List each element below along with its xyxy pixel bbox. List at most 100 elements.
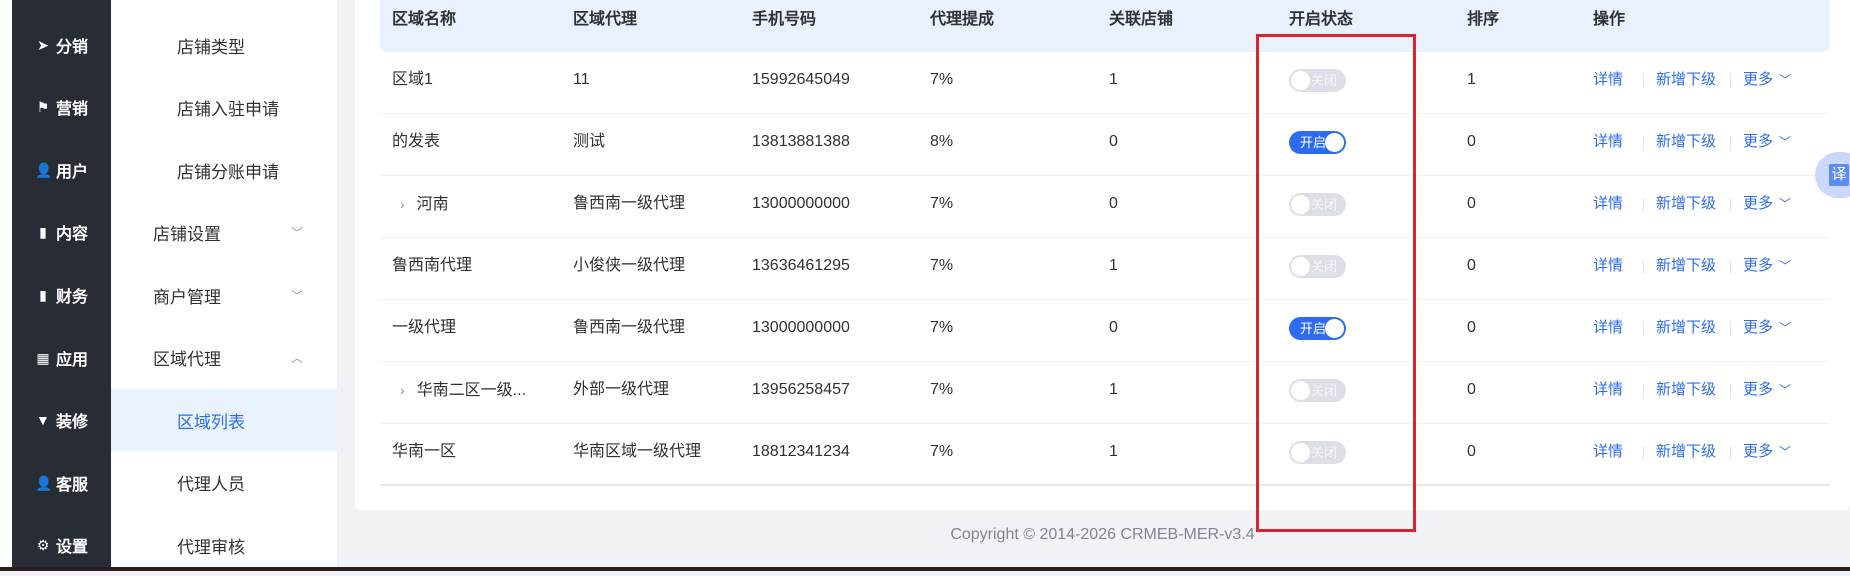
more-dropdown[interactable]: 更多 ﹀ <box>1743 114 1791 170</box>
status-toggle[interactable]: 关闭 <box>1289 193 1346 216</box>
cell-commission-text: 7% <box>930 443 954 460</box>
highlight-box-status-column <box>1256 34 1416 532</box>
sidebar-item-6[interactable]: ▼ 装修 <box>12 400 111 440</box>
add-child-link[interactable]: 新增下级 <box>1656 133 1717 150</box>
more-dropdown[interactable]: 更多 ﹀ <box>1743 52 1791 108</box>
chevron-down-icon: ﹀ <box>290 226 303 240</box>
sidebar-item-label: 用户 <box>55 164 88 181</box>
action-divider <box>1730 446 1731 460</box>
taskbar-edge <box>0 567 1850 571</box>
add-child-link[interactable]: 新增下级 <box>1656 319 1717 336</box>
chevron-down-icon: ﹀ <box>1779 197 1792 211</box>
cell-commission-text: 7% <box>930 71 954 88</box>
add-child-link[interactable]: 新增下级 <box>1656 257 1717 274</box>
translate-button[interactable]: 译 <box>1815 152 1850 198</box>
cell-commission: 7% <box>930 52 953 114</box>
add-child-link[interactable]: 新增下级 <box>1656 71 1717 88</box>
submenu-item-label: 店铺分账申请 <box>177 162 279 182</box>
detail-link[interactable]: 详情 <box>1593 133 1624 150</box>
main-sidebar: ➤ 分销 ⚑ 营销 👤 用户 ▮ 内容 ▮ 财务 ▦ 应用 ▼ 装修 👤 客服 ⚙ 设置 <box>12 0 111 571</box>
cell-phone: 13000000000 <box>752 176 850 238</box>
cell-stores: 0 <box>1109 176 1118 238</box>
expand-row-icon[interactable]: › <box>400 196 405 212</box>
cell-name: 一级代理 <box>392 300 456 362</box>
status-toggle-label: 关闭 <box>1311 197 1338 212</box>
cell-agent: 鲁西南一级代理 <box>573 176 685 238</box>
submenu-item-7[interactable]: 代理人员 <box>111 452 337 514</box>
sidebar-item-0[interactable]: ➤ 分销 <box>12 25 111 65</box>
cell-phone: 13636461295 <box>752 238 850 300</box>
sub-menu: 店铺类型 店铺入驻申请店铺分账申请店铺设置 ﹀ 商户管理 ﹀ 区域代理 ︿ 区域列表 代理人员代… <box>111 0 337 571</box>
more-dropdown[interactable]: 更多 ﹀ <box>1743 176 1791 232</box>
sidebar-item-4[interactable]: ▮ 财务 <box>12 275 111 315</box>
cell-name-text: 区域1 <box>392 71 433 88</box>
submenu-item-6[interactable]: 区域列表 <box>111 389 337 451</box>
status-toggle-label: 开启 <box>1300 321 1327 336</box>
detail-link[interactable]: 详情 <box>1593 195 1624 212</box>
cell-phone: 18812341234 <box>752 424 850 486</box>
table-card: 区域名称 区域代理 手机号码 代理提成 关联店铺 开启状态 排序 操作 区域1 11 159926… <box>355 0 1850 510</box>
submenu-item-8[interactable]: 代理审核 <box>111 514 337 576</box>
submenu-item-label: 代理审核 <box>177 537 245 557</box>
gear-icon: ⚙ <box>36 536 50 553</box>
more-label: 更多 <box>1743 133 1774 150</box>
action-divider <box>1643 74 1644 88</box>
chevron-down-icon: ﹀ <box>1779 445 1792 459</box>
detail-link[interactable]: 详情 <box>1593 381 1624 398</box>
submenu-item-1[interactable]: 店铺入驻申请 <box>111 77 337 139</box>
cell-phone: 13000000000 <box>752 300 850 362</box>
detail-link[interactable]: 详情 <box>1593 257 1624 274</box>
sidebar-item-8[interactable]: ⚙ 设置 <box>12 525 111 565</box>
cell-sort: 0 <box>1467 195 1476 212</box>
submenu-item-2[interactable]: 店铺分账申请 <box>111 139 337 201</box>
more-dropdown[interactable]: 更多 ﹀ <box>1743 362 1791 418</box>
more-dropdown[interactable]: 更多 ﹀ <box>1743 300 1791 356</box>
table-row: 华南一区 华南区域一级代理 18812341234 7% 1 关闭 0 详情 新增下级 更多 ﹀ <box>380 424 1830 486</box>
cell-phone-text: 13813881388 <box>752 133 850 150</box>
cell-phone-text: 13956258457 <box>752 381 850 398</box>
action-divider <box>1643 446 1644 460</box>
cell-commission: 7% <box>930 238 953 300</box>
status-toggle[interactable]: 关闭 <box>1289 255 1346 278</box>
bar-chart-icon: ▮ <box>39 286 47 303</box>
detail-link[interactable]: 详情 <box>1593 319 1624 336</box>
sidebar-item-7[interactable]: 👤 客服 <box>12 463 111 503</box>
more-label: 更多 <box>1743 319 1774 336</box>
action-divider <box>1643 260 1644 274</box>
cell-name-text: 鲁西南代理 <box>392 257 473 274</box>
toggle-knob <box>1291 71 1310 90</box>
status-toggle[interactable]: 关闭 <box>1289 441 1346 464</box>
cell-phone-text: 18812341234 <box>752 443 850 460</box>
add-child-link[interactable]: 新增下级 <box>1656 443 1717 460</box>
cell-sort: 0 <box>1467 443 1476 460</box>
submenu-item-4[interactable]: 商户管理 ﹀ <box>111 264 337 326</box>
submenu-item-0[interactable]: 店铺类型 <box>111 14 337 76</box>
sidebar-item-5[interactable]: ▦ 应用 <box>12 338 111 378</box>
more-dropdown[interactable]: 更多 ﹀ <box>1743 424 1791 480</box>
detail-link[interactable]: 详情 <box>1593 71 1624 88</box>
sidebar-item-1[interactable]: ⚑ 营销 <box>12 87 111 127</box>
detail-link[interactable]: 详情 <box>1593 443 1624 460</box>
table-row: › 河南 鲁西南一级代理 13000000000 7% 0 关闭 0 详情 新增下级 更多 ﹀ <box>380 176 1830 238</box>
add-child-link[interactable]: 新增下级 <box>1656 195 1717 212</box>
status-toggle[interactable]: 关闭 <box>1289 69 1346 92</box>
cell-stores-text: 1 <box>1109 381 1118 398</box>
cell-sort: 0 <box>1467 257 1476 274</box>
add-child-link[interactable]: 新增下级 <box>1656 381 1717 398</box>
chevron-up-icon: ︿ <box>290 351 303 365</box>
status-toggle[interactable]: 开启 <box>1289 317 1346 340</box>
submenu-item-3[interactable]: 店铺设置 ﹀ <box>111 202 337 264</box>
submenu-item-5[interactable]: 区域代理 ︿ <box>111 327 337 389</box>
action-divider <box>1730 136 1731 150</box>
cell-name: 的发表 <box>392 114 440 176</box>
sidebar-item-label: 内容 <box>55 226 88 243</box>
expand-row-icon[interactable]: › <box>400 382 405 398</box>
status-toggle[interactable]: 关闭 <box>1289 379 1346 402</box>
more-dropdown[interactable]: 更多 ﹀ <box>1743 238 1791 294</box>
cell-stores: 1 <box>1109 362 1118 424</box>
sidebar-item-3[interactable]: ▮ 内容 <box>12 212 111 252</box>
status-toggle[interactable]: 开启 <box>1289 131 1346 154</box>
status-toggle-label: 关闭 <box>1311 383 1338 398</box>
sidebar-item-2[interactable]: 👤 用户 <box>12 150 111 190</box>
status-toggle-label: 开启 <box>1300 135 1327 150</box>
